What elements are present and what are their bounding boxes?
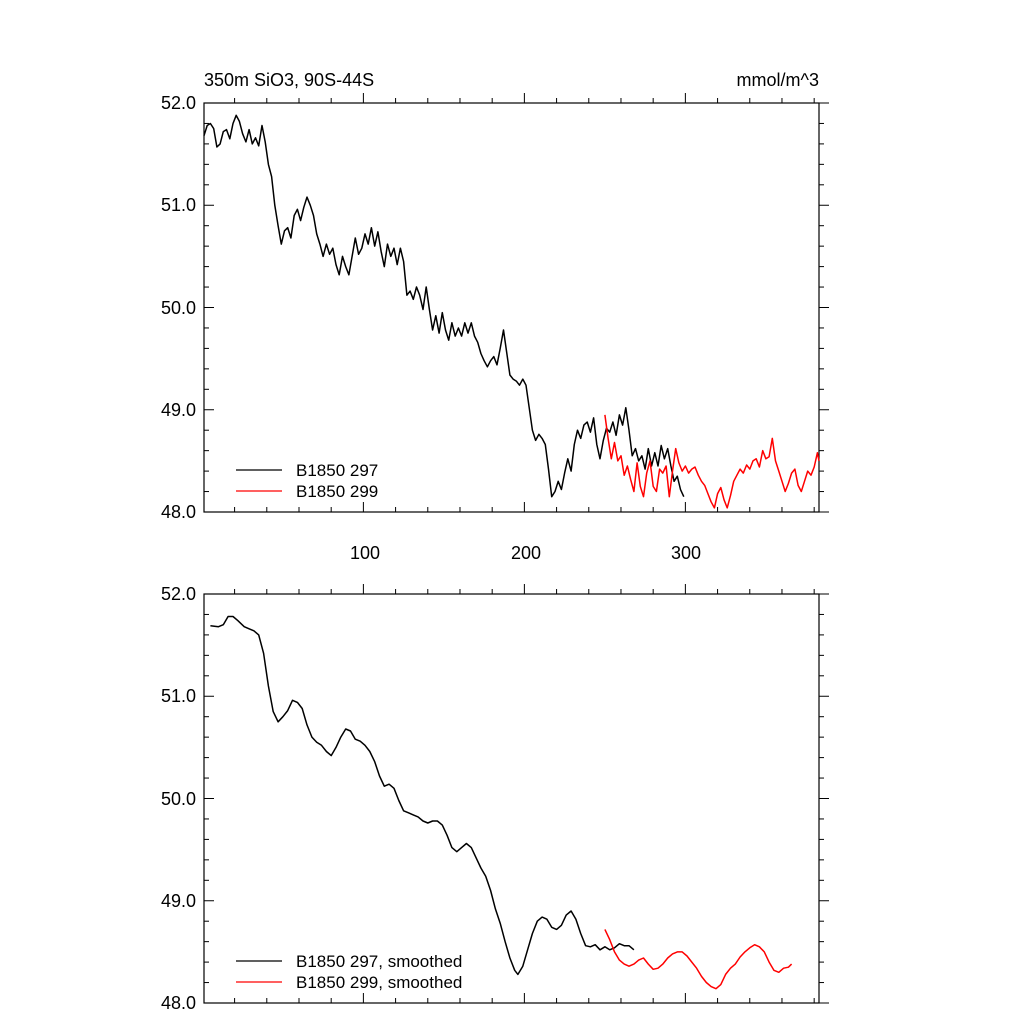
y-tick-label: 51.0 [161,686,196,706]
legend-label: B1850 297 [296,461,378,480]
series-layer-1 [203,114,820,509]
legend-label: B1850 297, smoothed [296,952,462,971]
tick-labels-1: 52.0 51.0 50.0 49.0 48.0 100 200 300 [161,93,701,563]
x-tick-label: 100 [350,543,380,563]
chart-panel-1: 350m SiO3, 90S-44S mmol/m^3 52.0 51.0 50… [161,70,829,563]
y-tick-label: 48.0 [161,502,196,522]
y-tick-label: 51.0 [161,195,196,215]
series-line-1 [210,615,635,976]
y-tick-label: 49.0 [161,400,196,420]
tick-marks-2 [204,584,829,1004]
plot-frame-2 [203,593,820,1004]
legend-label: B1850 299, smoothed [296,973,462,992]
x-tick-label: 200 [511,543,541,563]
y-tick-label: 52.0 [161,584,196,604]
y-tick-label: 48.0 [161,993,196,1013]
series-line-1 [203,114,685,498]
chart-panel-2: 52.0 51.0 50.0 49.0 48.0 B1850 297, smoo… [161,584,829,1013]
legend-2: B1850 297, smoothed B1850 299, smoothed [236,952,462,992]
series-layer-2 [210,615,793,990]
legend-1: B1850 297 B1850 299 [236,461,378,501]
plot-frame-1 [203,102,820,513]
tick-marks-1 [204,93,829,513]
y-tick-label: 52.0 [161,93,196,113]
y-tick-label: 50.0 [161,298,196,318]
tick-labels-2: 52.0 51.0 50.0 49.0 48.0 [161,584,196,1013]
x-tick-label: 300 [671,543,701,563]
legend-label: B1850 299 [296,482,378,501]
y-tick-label: 49.0 [161,891,196,911]
units-label: mmol/m^3 [737,70,819,90]
series-line-2 [604,929,793,990]
chart-title: 350m SiO3, 90S-44S [204,70,374,90]
y-tick-label: 50.0 [161,789,196,809]
series-line-2 [604,414,820,509]
